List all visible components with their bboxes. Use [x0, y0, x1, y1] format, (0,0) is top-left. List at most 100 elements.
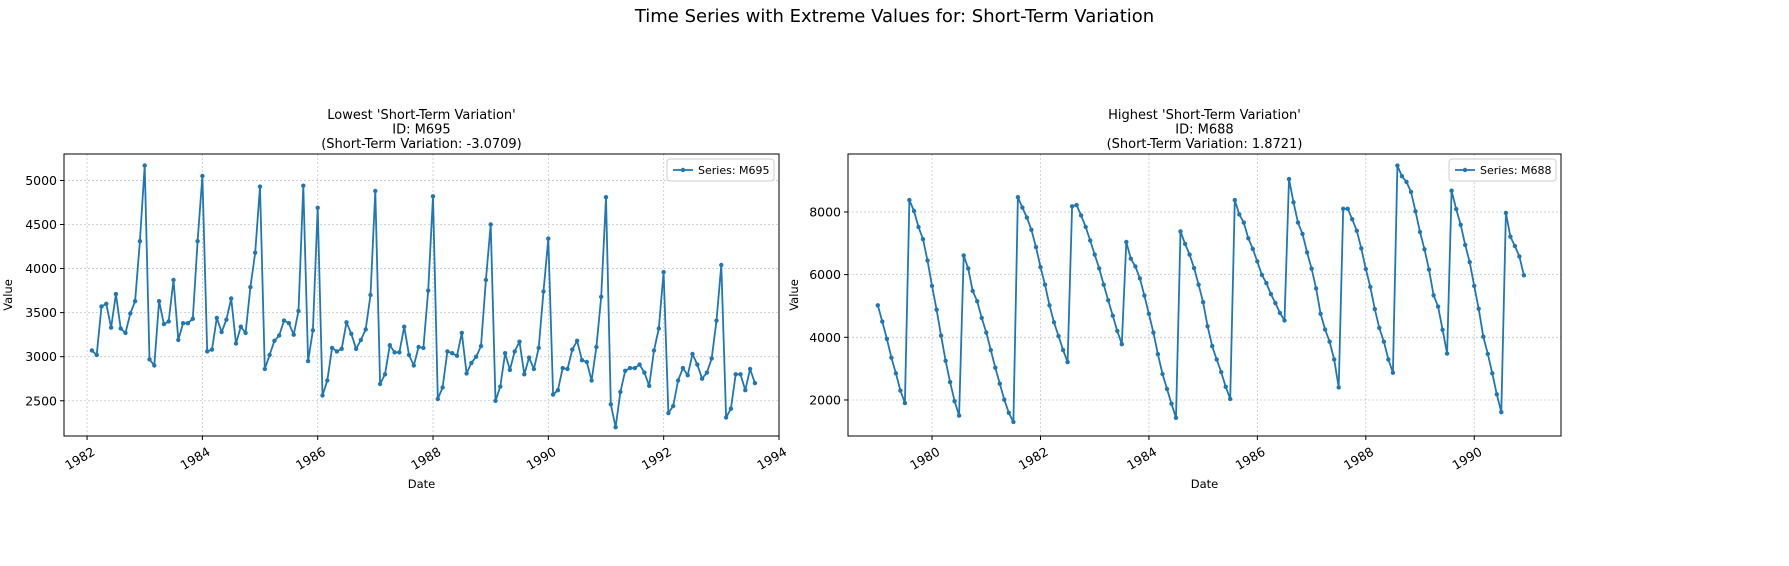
data-point — [142, 163, 147, 168]
data-point — [358, 337, 364, 343]
y-tick-label: 3500 — [25, 305, 57, 320]
chart-title-line: ID: M695 — [392, 123, 450, 138]
data-point — [1295, 220, 1301, 225]
data-point — [1200, 300, 1206, 305]
data-point — [1169, 401, 1174, 406]
data-point — [956, 413, 962, 418]
data-point — [1006, 410, 1011, 415]
data-point — [1435, 304, 1441, 309]
data-point — [464, 371, 469, 376]
data-point — [435, 396, 440, 402]
data-point — [1472, 283, 1477, 289]
data-point — [1101, 282, 1106, 287]
data-point — [536, 345, 541, 351]
data-point — [1327, 339, 1332, 344]
data-point — [555, 388, 561, 393]
data-point — [296, 308, 301, 314]
data-point — [1142, 293, 1147, 298]
data-point — [498, 384, 503, 389]
data-point — [1024, 215, 1030, 220]
data-point — [1205, 324, 1210, 329]
data-point — [988, 347, 993, 353]
data-point — [1074, 202, 1079, 208]
data-point — [205, 349, 210, 354]
data-point — [1399, 174, 1405, 179]
data-point — [248, 284, 253, 290]
data-point — [1350, 217, 1355, 222]
data-point — [147, 357, 152, 362]
y-tick-label: 4000 — [809, 330, 841, 345]
data-point — [1512, 243, 1518, 249]
data-point — [747, 366, 753, 372]
data-point — [637, 362, 642, 367]
data-point — [1458, 222, 1463, 227]
data-point — [675, 378, 681, 383]
data-point — [478, 343, 484, 349]
data-point — [1047, 303, 1052, 308]
data-point — [579, 358, 585, 363]
data-point — [907, 197, 912, 203]
y-tick-label: 6000 — [809, 267, 841, 282]
data-point — [483, 277, 489, 283]
data-point — [1083, 224, 1088, 230]
data-point — [180, 321, 186, 326]
data-point — [1517, 254, 1522, 259]
x-tick-label: 1982 — [1016, 444, 1051, 473]
data-point — [454, 353, 460, 358]
data-point — [560, 365, 565, 371]
data-point — [104, 301, 109, 306]
legend-box — [666, 158, 775, 182]
data-point — [166, 319, 171, 324]
data-point — [1042, 282, 1048, 287]
data-point — [550, 392, 556, 397]
data-point — [233, 341, 239, 346]
data-point — [512, 349, 517, 354]
data-point — [541, 289, 546, 294]
data-point — [699, 376, 705, 381]
data-point — [1313, 286, 1319, 291]
data-point — [1060, 347, 1066, 353]
right-chart-highest-variation: Highest 'Short-Term Variation'ID: M688(S… — [787, 108, 1562, 491]
data-point — [1449, 188, 1454, 193]
chart-title-line: (Short-Term Variation: 1.8721) — [1107, 137, 1303, 152]
data-point — [474, 354, 479, 359]
data-point — [305, 358, 311, 364]
data-point — [353, 346, 359, 351]
x-axis-label: Date — [1191, 477, 1219, 491]
data-point — [642, 370, 647, 375]
data-point — [1038, 264, 1043, 270]
data-point — [1277, 310, 1283, 316]
x-tick-label: 1990 — [524, 444, 559, 473]
data-point — [1300, 231, 1305, 237]
data-point — [1273, 300, 1278, 306]
data-point — [934, 307, 939, 312]
data-point — [1286, 176, 1292, 182]
data-point — [373, 188, 378, 194]
data-point — [902, 400, 908, 406]
data-point — [387, 343, 392, 348]
data-point — [430, 194, 436, 199]
data-point — [690, 351, 695, 357]
data-point — [108, 325, 114, 330]
data-point — [594, 344, 599, 350]
data-point — [450, 351, 455, 356]
data-point — [1476, 306, 1481, 311]
data-point — [889, 355, 894, 360]
data-point — [723, 415, 729, 420]
data-point — [257, 184, 263, 189]
data-point — [89, 348, 95, 353]
data-point — [546, 236, 551, 241]
data-point — [1345, 206, 1350, 211]
data-point — [128, 311, 133, 316]
data-point — [943, 358, 948, 363]
data-point — [1228, 396, 1233, 402]
data-point — [1395, 163, 1400, 168]
data-point — [315, 205, 320, 210]
data-point — [1368, 284, 1373, 290]
data-point — [1219, 369, 1224, 375]
data-point — [1463, 242, 1468, 248]
data-point — [445, 349, 450, 354]
data-point — [185, 321, 191, 326]
data-point — [1151, 330, 1156, 335]
